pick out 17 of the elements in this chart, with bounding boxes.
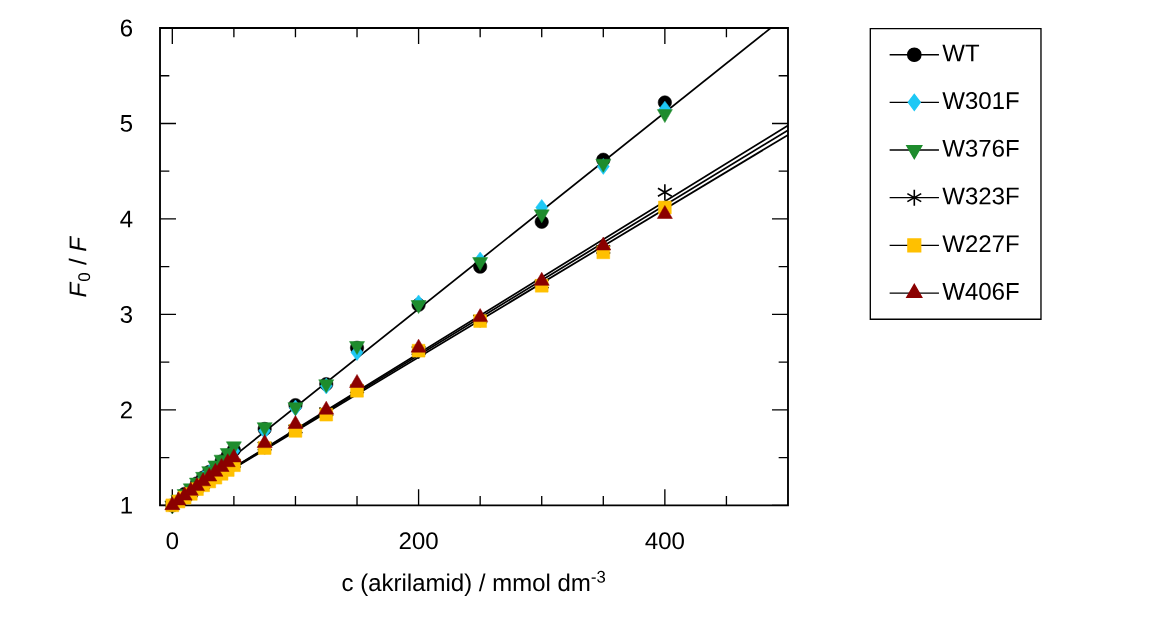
legend-label: W323F [942, 187, 1019, 205]
legend-label: W406F [942, 282, 1019, 300]
y-tick-label: 4 [120, 210, 133, 228]
y-tick-label: 3 [120, 305, 133, 323]
y-tick-label: 2 [120, 401, 132, 419]
y-axis-title: F$_{0}$ / F [68, 235, 91, 297]
y-tick-label: 6 [120, 19, 133, 37]
legend-label: W301F [942, 91, 1019, 109]
x-tick-label: 200 [399, 532, 438, 550]
x-tick-label: 0 [166, 532, 179, 550]
legend-label: WT [942, 44, 980, 62]
legend-label: W227F [942, 235, 1019, 252]
x-tick-label: 400 [645, 532, 684, 550]
y-tick-label: 5 [120, 114, 133, 132]
legend-label: W376F [942, 139, 1019, 157]
x-axis-title: c (akrilamid) / mmol dm$^{-3}$ [342, 570, 606, 596]
y-tick-label: 1 [121, 496, 132, 514]
